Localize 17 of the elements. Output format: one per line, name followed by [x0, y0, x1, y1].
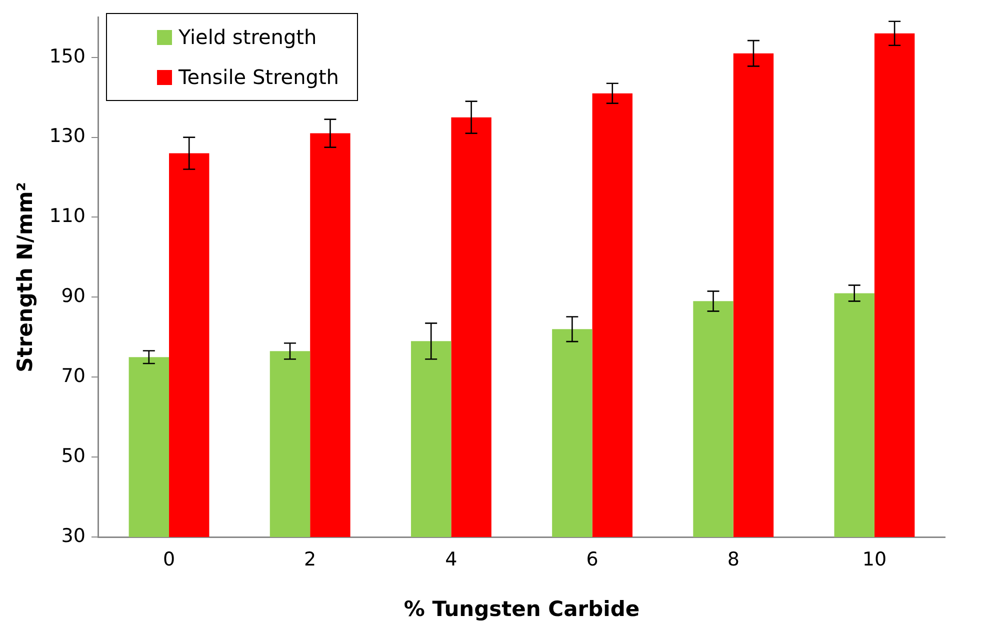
- x-tick-label: 8: [727, 548, 740, 570]
- y-tick-label: 90: [61, 285, 86, 308]
- y-tick-label: 150: [49, 45, 86, 68]
- y-axis-title: Strength N/mm²: [13, 182, 38, 372]
- x-tick-label: 10: [862, 548, 887, 570]
- x-tick-label: 6: [586, 548, 598, 570]
- x-tick-label: 2: [304, 548, 316, 570]
- y-tick-label: 70: [61, 365, 86, 388]
- y-tick-label: 130: [49, 125, 86, 148]
- x-tick-label: 4: [445, 548, 458, 570]
- x-tick-label: 0: [162, 548, 176, 570]
- legend-label: Yield strength: [178, 25, 317, 50]
- y-tick-label: 110: [49, 205, 86, 228]
- x-axis-title: % Tungsten Carbide: [404, 596, 640, 621]
- y-tick-label: 30: [61, 524, 86, 547]
- legend-label: Tensile Strength: [178, 65, 339, 90]
- y-tick-label: 50: [61, 445, 86, 467]
